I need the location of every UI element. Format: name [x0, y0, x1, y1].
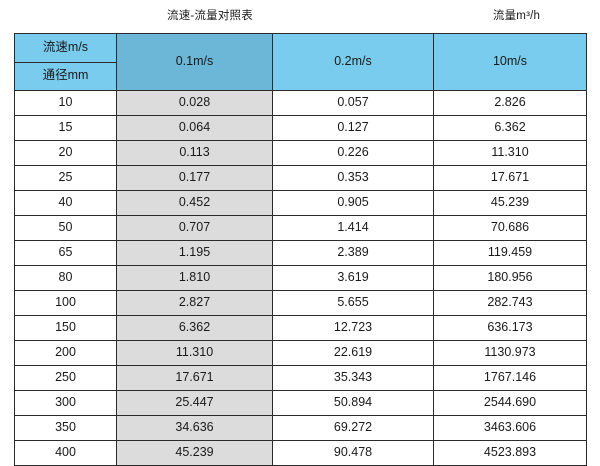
table-row: 50 0.707 1.414 70.686 — [14, 215, 587, 241]
cell-v10: 119.459 — [433, 240, 587, 266]
row-header-dn: 250 — [14, 365, 117, 391]
cell-v01: 1.195 — [116, 240, 273, 266]
row-header-dn: 15 — [14, 115, 117, 141]
cell-v02: 3.619 — [272, 265, 434, 291]
cell-v01: 25.447 — [116, 390, 273, 416]
unit-label: 流量m³/h — [492, 10, 541, 22]
table-header-row-bottom: 通径mm — [14, 61, 587, 91]
row-header-dn: 100 — [14, 290, 117, 316]
cell-v01: 11.310 — [116, 340, 273, 366]
cell-v02: 5.655 — [272, 290, 434, 316]
table-body: 流速m/s 0.1m/s 0.2m/s 10m/s 通径mm 10 0.028 … — [14, 33, 587, 466]
flow-table-wrapper: 流速m/s 0.1m/s 0.2m/s 10m/s 通径mm 10 0.028 … — [14, 33, 587, 466]
cell-v01: 0.113 — [116, 140, 273, 166]
row-header-dn: 80 — [14, 265, 117, 291]
row-header-dn: 50 — [14, 215, 117, 241]
cell-v02: 1.414 — [272, 215, 434, 241]
cell-v10: 3463.606 — [433, 415, 587, 441]
row-header-dn: 10 — [14, 90, 117, 116]
cell-v01: 0.452 — [116, 190, 273, 216]
table-row: 100 2.827 5.655 282.743 — [14, 290, 587, 316]
row-header-dn: 150 — [14, 315, 117, 341]
cell-v02: 35.343 — [272, 365, 434, 391]
table-row: 15 0.064 0.127 6.362 — [14, 115, 587, 141]
cell-v10: 180.956 — [433, 265, 587, 291]
cell-v02: 0.057 — [272, 90, 434, 116]
cell-v01: 34.636 — [116, 415, 273, 441]
page-title: 流速-流量对照表 — [167, 10, 253, 22]
table-row: 250 17.671 35.343 1767.146 — [14, 365, 587, 391]
table-row: 80 1.810 3.619 180.956 — [14, 265, 587, 291]
row-header-dn: 40 — [14, 190, 117, 216]
row-header-dn: 200 — [14, 340, 117, 366]
cell-v02: 0.127 — [272, 115, 434, 141]
cell-v10: 4523.893 — [433, 440, 587, 466]
cell-v10: 2544.690 — [433, 390, 587, 416]
cell-v02: 0.905 — [272, 190, 434, 216]
row-header-dn: 400 — [14, 440, 117, 466]
table-row: 300 25.447 50.894 2544.690 — [14, 390, 587, 416]
table-row: 65 1.195 2.389 119.459 — [14, 240, 587, 266]
cell-v02: 90.478 — [272, 440, 434, 466]
cell-v10: 70.686 — [433, 215, 587, 241]
cell-v01: 0.177 — [116, 165, 273, 191]
table-row: 40 0.452 0.905 45.239 — [14, 190, 587, 216]
column-header-1[interactable]: 0.2m/s — [272, 33, 434, 91]
cell-v01: 2.827 — [116, 290, 273, 316]
cell-v02: 12.723 — [272, 315, 434, 341]
cell-v10: 1767.146 — [433, 365, 587, 391]
corner-header-velocity: 流速m/s — [14, 33, 117, 63]
cell-v10: 636.173 — [433, 315, 587, 341]
cell-v01: 1.810 — [116, 265, 273, 291]
cell-v02: 0.226 — [272, 140, 434, 166]
row-header-dn: 350 — [14, 415, 117, 441]
cell-v10: 6.362 — [433, 115, 587, 141]
cell-v10: 1130.973 — [433, 340, 587, 366]
table-row: 20 0.113 0.226 11.310 — [14, 140, 587, 166]
row-header-dn: 25 — [14, 165, 117, 191]
table-row: 10 0.028 0.057 2.826 — [14, 90, 587, 116]
row-header-dn: 300 — [14, 390, 117, 416]
column-header-0[interactable]: 0.1m/s — [116, 33, 273, 91]
table-row: 25 0.177 0.353 17.671 — [14, 165, 587, 191]
caption-row: 流速-流量对照表 流量m³/h — [0, 0, 600, 33]
cell-v02: 2.389 — [272, 240, 434, 266]
table-row: 150 6.362 12.723 636.173 — [14, 315, 587, 341]
table-row: 200 11.310 22.619 1130.973 — [14, 340, 587, 366]
cell-v02: 22.619 — [272, 340, 434, 366]
cell-v01: 0.064 — [116, 115, 273, 141]
cell-v01: 45.239 — [116, 440, 273, 466]
table-row: 350 34.636 69.272 3463.606 — [14, 415, 587, 441]
cell-v10: 11.310 — [433, 140, 587, 166]
row-header-dn: 65 — [14, 240, 117, 266]
cell-v10: 17.671 — [433, 165, 587, 191]
cell-v01: 0.707 — [116, 215, 273, 241]
cell-v02: 0.353 — [272, 165, 434, 191]
cell-v10: 45.239 — [433, 190, 587, 216]
row-header-dn: 20 — [14, 140, 117, 166]
cell-v10: 2.826 — [433, 90, 587, 116]
cell-v10: 282.743 — [433, 290, 587, 316]
cell-v01: 17.671 — [116, 365, 273, 391]
cell-v02: 50.894 — [272, 390, 434, 416]
flow-conversion-table: 流速m/s 0.1m/s 0.2m/s 10m/s 通径mm 10 0.028 … — [14, 33, 587, 466]
cell-v01: 6.362 — [116, 315, 273, 341]
cell-v01: 0.028 — [116, 90, 273, 116]
corner-header-diameter: 通径mm — [14, 61, 117, 91]
column-header-2[interactable]: 10m/s — [433, 33, 587, 91]
table-row: 400 45.239 90.478 4523.893 — [14, 440, 587, 466]
table-header-row-top: 流速m/s 0.1m/s 0.2m/s 10m/s — [14, 33, 587, 91]
cell-v02: 69.272 — [272, 415, 434, 441]
